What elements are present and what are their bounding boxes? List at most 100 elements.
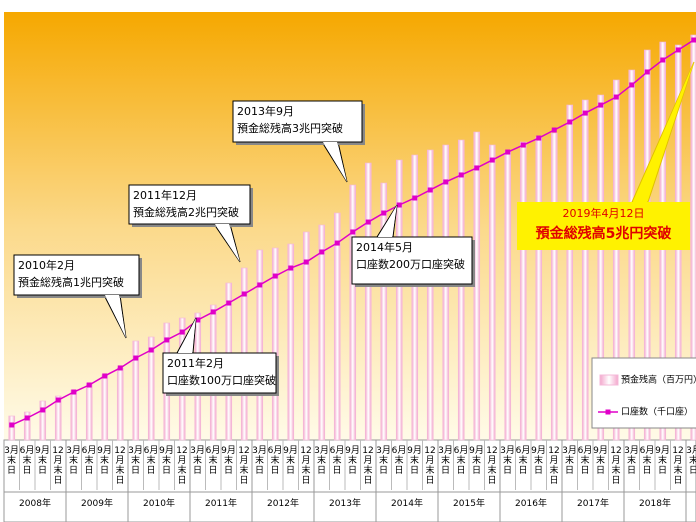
marker bbox=[443, 179, 449, 185]
bar bbox=[504, 151, 512, 441]
x-tick-label: 12月末日 bbox=[114, 446, 126, 486]
marker bbox=[195, 317, 201, 323]
marker bbox=[520, 142, 526, 148]
x-tick-label: 12月末日 bbox=[238, 446, 250, 486]
annotation-text: 預金総残高2兆円突破 bbox=[133, 205, 239, 219]
year-label: 2010年 bbox=[143, 499, 175, 509]
callout-pointer-fill bbox=[105, 295, 126, 338]
bar bbox=[426, 149, 434, 441]
x-tick-label: 9月末日 bbox=[655, 446, 670, 476]
callout-box bbox=[517, 202, 690, 250]
marker bbox=[257, 282, 263, 288]
x-tick-label: 3月末日 bbox=[438, 446, 453, 476]
year-label: 2009年 bbox=[81, 499, 113, 509]
x-tick-label: 6月末日 bbox=[639, 446, 655, 476]
marker bbox=[71, 389, 77, 395]
x-tick-label: 6月末日 bbox=[19, 446, 35, 476]
year-label: 2017年 bbox=[577, 499, 609, 509]
annotation-text: 2010年2月 bbox=[18, 258, 75, 272]
bar bbox=[333, 212, 341, 441]
bar bbox=[23, 411, 31, 441]
bar bbox=[70, 389, 78, 441]
marker bbox=[536, 135, 542, 141]
marker bbox=[226, 300, 232, 306]
marker bbox=[40, 407, 46, 413]
x-tick-label: 12月末日 bbox=[424, 446, 436, 486]
x-tick-label: 12月末日 bbox=[610, 446, 622, 486]
bar bbox=[519, 141, 527, 441]
marker bbox=[179, 329, 185, 335]
x-tick-label: 6月末日 bbox=[329, 446, 345, 476]
marker bbox=[598, 102, 604, 108]
x-tick-label: 3月末日 bbox=[252, 446, 267, 476]
x-tick-label: 6月末日 bbox=[391, 446, 407, 476]
x-tick-label: 12月末日 bbox=[548, 446, 560, 486]
marker bbox=[319, 249, 325, 255]
bar bbox=[132, 340, 140, 441]
bar bbox=[54, 395, 62, 441]
marker bbox=[272, 273, 278, 279]
x-tick-label: 6月末日 bbox=[81, 446, 97, 476]
callout-box bbox=[162, 352, 277, 394]
legend-marker bbox=[605, 409, 611, 415]
year-label: 2016年 bbox=[515, 499, 547, 509]
callout-pointer-fill bbox=[215, 224, 240, 262]
x-tick-label: 3月末日 bbox=[314, 446, 329, 476]
bar bbox=[550, 132, 558, 441]
bar bbox=[302, 231, 310, 441]
callout-pointer-fill bbox=[378, 205, 397, 237]
x-tick-label: 9月末日 bbox=[345, 446, 360, 476]
x-tick-label: 3月末日 bbox=[624, 446, 639, 476]
annotation-text: 2013年9月 bbox=[237, 104, 294, 118]
x-tick-label: 9月末日 bbox=[221, 446, 236, 476]
year-label: 2018年 bbox=[639, 499, 671, 509]
x-tick-label: 6月末日 bbox=[577, 446, 593, 476]
marker bbox=[148, 347, 154, 353]
marker bbox=[350, 229, 356, 235]
legend-label: 預金残高（百万円） bbox=[621, 374, 696, 386]
marker bbox=[660, 57, 666, 63]
bar bbox=[395, 159, 403, 441]
marker bbox=[164, 337, 170, 343]
x-tick-label: 3月末日 bbox=[66, 446, 81, 476]
marker bbox=[412, 195, 418, 201]
bar bbox=[287, 243, 295, 441]
marker bbox=[567, 119, 573, 125]
callout-box bbox=[232, 100, 363, 143]
x-tick-label: 12月末日 bbox=[672, 446, 684, 486]
x-tick-label: 12月末日 bbox=[300, 446, 312, 486]
bar bbox=[442, 144, 450, 441]
marker bbox=[24, 415, 30, 421]
annotation-text: 2014年5月 bbox=[356, 240, 413, 254]
callout-box bbox=[351, 236, 473, 285]
x-tick-label: 9月末日 bbox=[35, 446, 50, 476]
marker bbox=[613, 94, 619, 100]
bar bbox=[147, 336, 155, 441]
year-label: 2019年 bbox=[686, 496, 696, 509]
x-tick-label: 6月末日 bbox=[267, 446, 283, 476]
bar bbox=[349, 184, 357, 441]
annotation-text: 2011年12月 bbox=[133, 188, 197, 202]
marker bbox=[675, 47, 681, 53]
bar bbox=[271, 247, 279, 441]
bar bbox=[256, 249, 264, 441]
bar bbox=[612, 79, 620, 441]
x-tick-label: 9月末日 bbox=[283, 446, 298, 476]
x-tick-label: 6月末日 bbox=[205, 446, 221, 476]
marker bbox=[582, 110, 588, 116]
marker bbox=[241, 291, 247, 297]
x-tick-label: 3月末日 bbox=[190, 446, 205, 476]
bar bbox=[380, 182, 388, 441]
marker bbox=[427, 187, 433, 193]
annotation-text: 口座数200万口座突破 bbox=[356, 257, 465, 271]
x-tick-label: 12月末日 bbox=[176, 446, 188, 486]
callout-box bbox=[128, 184, 251, 225]
bar bbox=[411, 154, 419, 441]
annotation-text: 2019年4月12日 bbox=[563, 206, 645, 220]
bar bbox=[39, 400, 47, 441]
x-tick-label: 9月末日 bbox=[97, 446, 112, 476]
callout-pointer-fill bbox=[323, 142, 347, 182]
x-tick-label: 3月末日 bbox=[562, 446, 577, 476]
